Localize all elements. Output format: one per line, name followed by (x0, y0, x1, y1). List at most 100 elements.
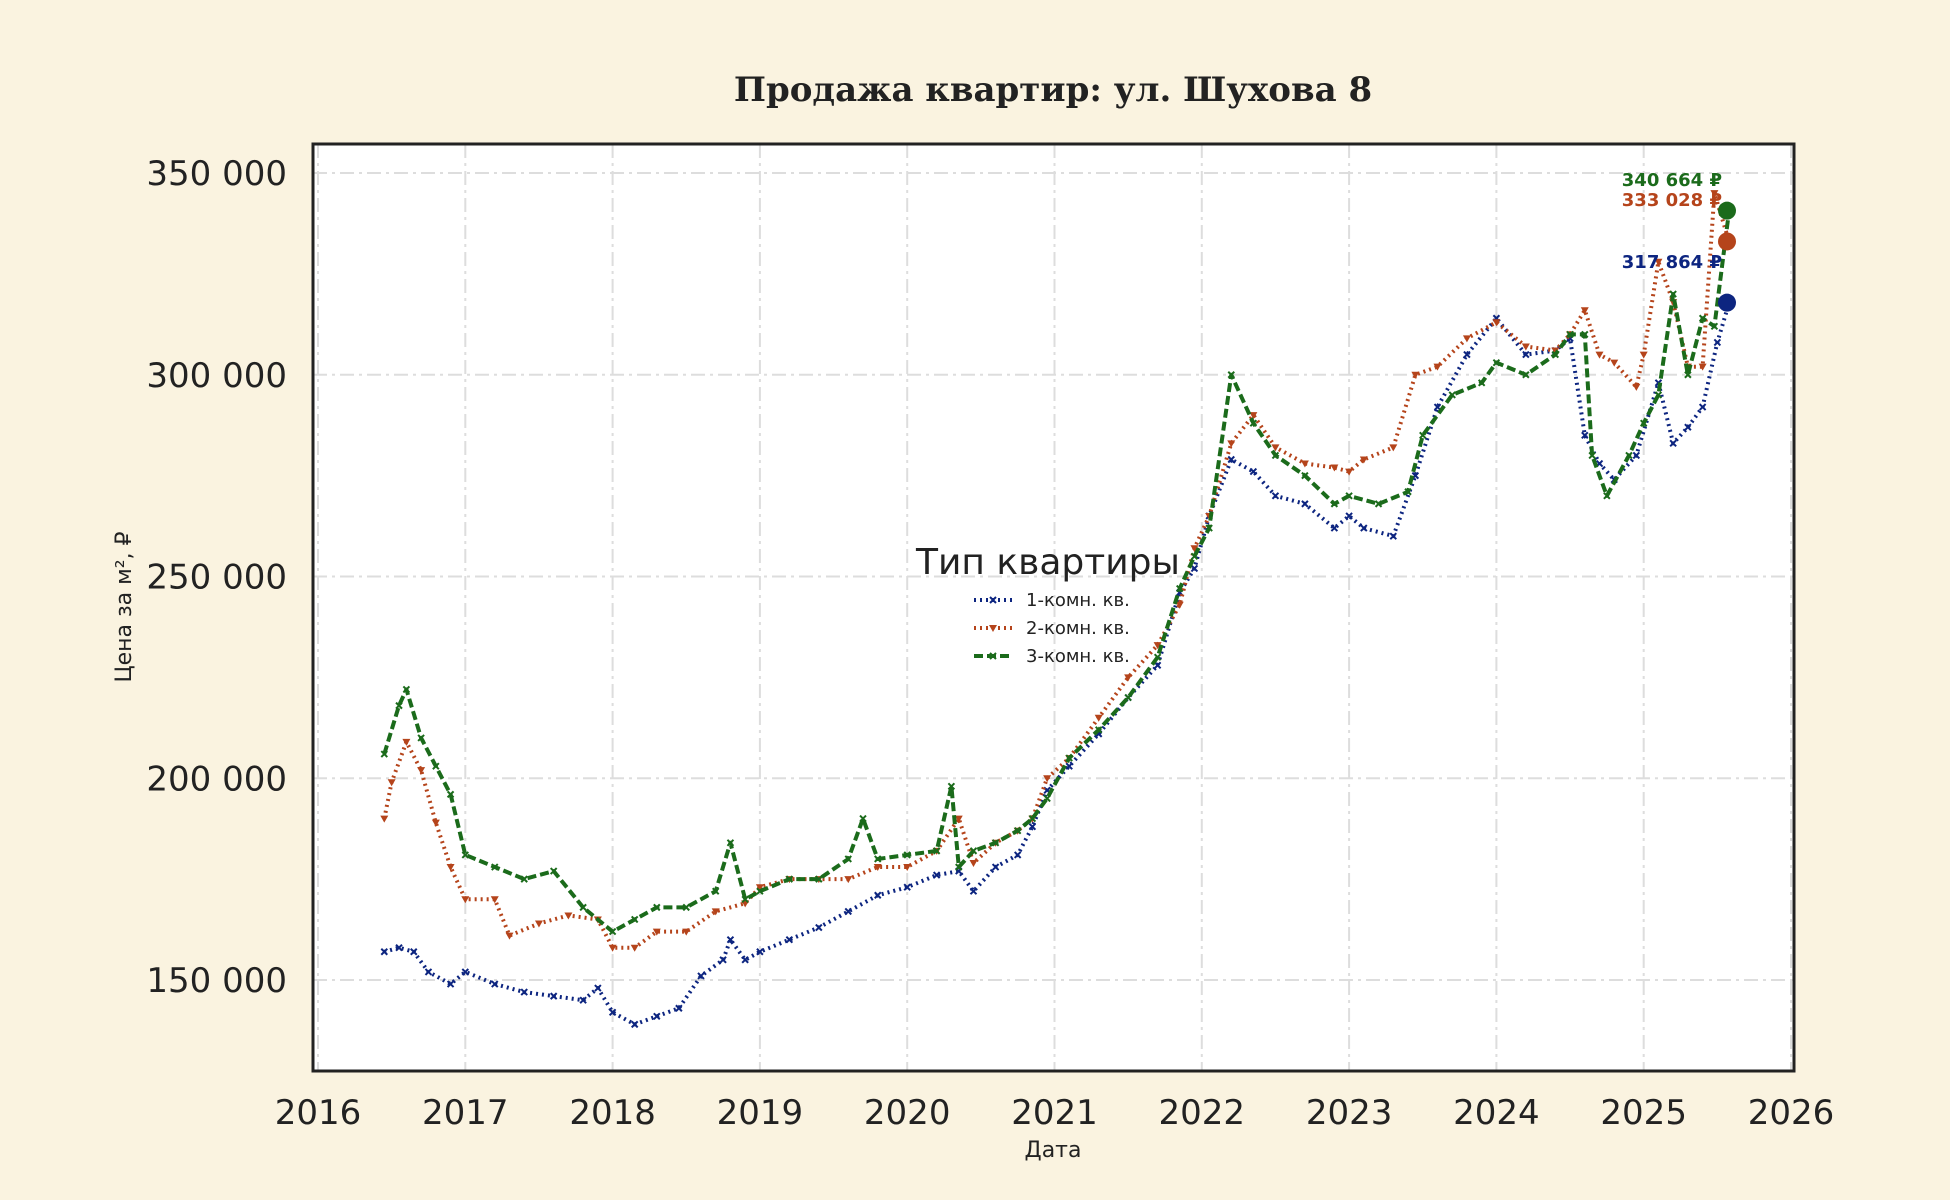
data-point (903, 883, 911, 891)
data-point (1580, 307, 1589, 315)
data-point (1094, 726, 1103, 734)
data-point (1595, 351, 1604, 359)
end-value-label: 317 864 ₽ (1622, 252, 1722, 273)
data-point (579, 903, 587, 912)
data-point (815, 923, 823, 932)
data-point (446, 790, 455, 799)
data-point (1271, 492, 1280, 500)
data-point (1389, 532, 1397, 540)
data-point (1448, 391, 1456, 399)
data-point (1669, 439, 1677, 448)
data-point (1610, 359, 1619, 367)
data-point (417, 767, 426, 775)
data-point (395, 944, 403, 952)
end-value-label: 333 028 ₽ (1622, 190, 1722, 211)
x-tick-label: 2022 (1159, 1093, 1246, 1133)
data-point (653, 1012, 661, 1021)
data-point (1065, 754, 1073, 762)
x-tick-label: 2018 (569, 1093, 656, 1133)
x-tick-label: 2021 (1011, 1093, 1098, 1133)
data-point (991, 863, 1000, 871)
data-point (417, 734, 425, 742)
data-point (903, 851, 911, 859)
data-point (1345, 512, 1353, 520)
data-point (874, 855, 882, 863)
data-point (1153, 653, 1162, 661)
data-point (1389, 444, 1398, 452)
data-point (1330, 500, 1339, 508)
data-point (1551, 347, 1560, 355)
x-axis-ticks: 2016 2017 2018 2019 2020 2021 2022 2023 2024 2025… (275, 1093, 1835, 1133)
legend-marker (989, 625, 997, 632)
data-point (1551, 350, 1560, 359)
data-point (1345, 492, 1353, 500)
data-point (1124, 693, 1132, 702)
series-line (382, 210, 1732, 934)
data-point (1300, 460, 1309, 468)
data-point (815, 875, 823, 883)
data-point (446, 864, 455, 872)
x-tick-label: 2017 (422, 1093, 509, 1133)
data-point (461, 968, 470, 976)
data-point (1330, 524, 1339, 532)
data-point (675, 1004, 683, 1012)
data-point (1271, 444, 1280, 452)
x-tick-label: 2019 (717, 1093, 804, 1133)
data-point (402, 738, 411, 746)
data-point (1684, 371, 1692, 379)
end-point-marker (1718, 232, 1736, 251)
legend-label: 2-комн. кв. (1026, 618, 1130, 639)
y-axis-ticks: 150 000 200 000 250 000 300 000 350 000 (146, 154, 287, 1001)
data-point (380, 815, 389, 823)
data-point (844, 855, 852, 863)
y-axis-label: Цена за м², ₽ (112, 531, 137, 682)
data-point (461, 896, 470, 904)
data-point (1271, 451, 1280, 460)
data-point (785, 935, 794, 944)
data-point (424, 968, 433, 976)
data-point (741, 956, 749, 964)
data-point (1698, 363, 1707, 371)
data-point (1094, 714, 1103, 722)
data-point (955, 863, 963, 871)
data-point (1698, 314, 1707, 322)
data-point (1462, 335, 1471, 343)
data-point (1190, 545, 1199, 553)
data-point (1581, 330, 1589, 339)
data-point (1632, 451, 1641, 460)
data-point (682, 928, 691, 936)
data-point (630, 915, 639, 924)
series-layer (380, 190, 1734, 1029)
data-point (1522, 350, 1530, 359)
end-point-marker (1718, 201, 1736, 220)
data-point (1492, 319, 1501, 327)
data-point (903, 864, 912, 872)
data-point (1566, 330, 1574, 339)
data-point (1698, 403, 1707, 411)
data-point (726, 935, 735, 944)
data-point (1227, 371, 1235, 379)
data-point (1463, 350, 1471, 359)
data-point (653, 903, 661, 912)
legend-label: 3-комн. кв. (1026, 646, 1130, 667)
data-point (1013, 826, 1022, 835)
data-point (932, 847, 941, 855)
data-point (520, 988, 528, 996)
data-point (1345, 468, 1354, 476)
data-point (395, 701, 403, 710)
data-point (1477, 379, 1486, 387)
data-point (719, 956, 727, 964)
data-point (630, 1020, 639, 1029)
legend-entry: 3-комн. кв. (974, 646, 1130, 667)
data-point (873, 864, 882, 872)
data-point (490, 896, 499, 904)
data-point (1301, 471, 1309, 480)
data-point (1190, 552, 1199, 561)
data-point (608, 944, 617, 952)
data-point (1411, 371, 1420, 379)
data-point (1013, 851, 1022, 859)
x-tick-label: 2025 (1600, 1093, 1687, 1133)
legend-label: 1-комн. кв. (1026, 590, 1130, 611)
data-point (1404, 488, 1412, 496)
